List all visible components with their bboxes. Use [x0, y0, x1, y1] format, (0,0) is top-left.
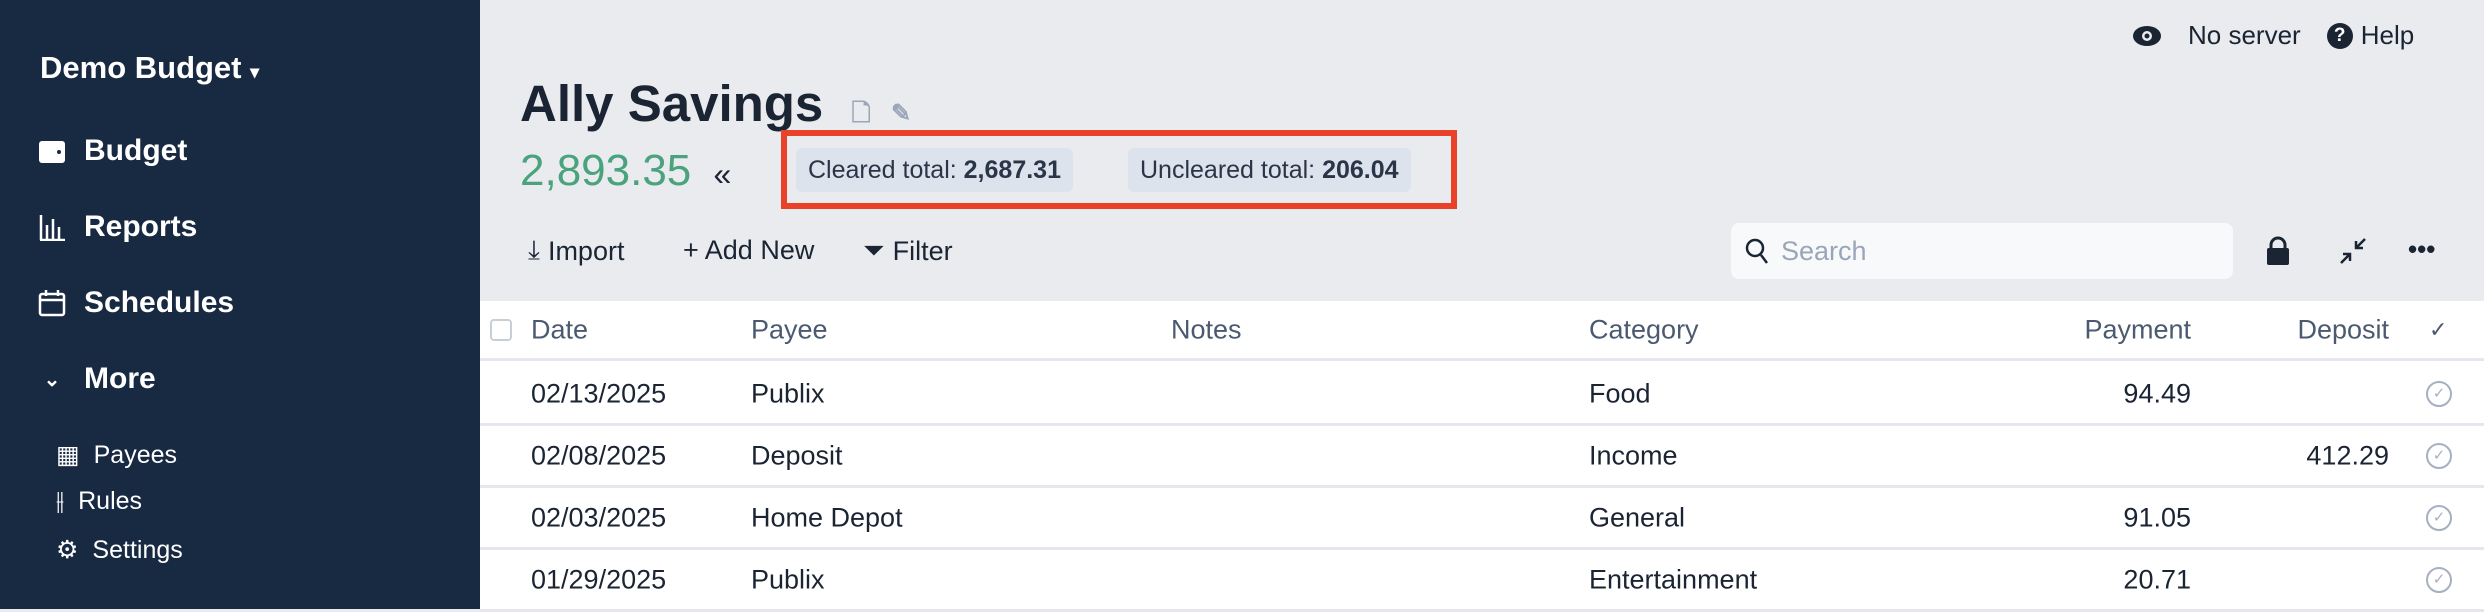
header-cleared[interactable]: ✓ [2429, 316, 2448, 342]
help-button[interactable]: ? Help [2326, 20, 2415, 51]
sidebar-item-label: Reports [84, 210, 198, 243]
collapse-icon[interactable] [2338, 236, 2368, 266]
cell-payment[interactable]: 94.49 [2123, 378, 2191, 408]
server-status[interactable]: No server [2188, 20, 2301, 50]
sidebar-item-rules[interactable]: ⫲ Rules [56, 487, 142, 516]
sidebar-item-label: Settings [92, 535, 183, 564]
wallet-icon [39, 141, 65, 163]
cell-deposit[interactable]: 412.29 [2306, 440, 2389, 470]
caret-down-icon: ▾ [250, 62, 260, 82]
sidebar-item-settings[interactable]: ⚙ Settings [56, 535, 183, 565]
main-content: No server ? Help Ally Savings 🗋 ✎ 2,893.3… [480, 0, 2484, 612]
sidebar-item-reports[interactable]: Reports [38, 210, 197, 244]
account-balance: 2,893.35 « [520, 146, 731, 196]
budget-switcher[interactable]: Demo Budget ▾ [40, 50, 259, 86]
sidebar-item-label: Schedules [84, 286, 235, 319]
import-button[interactable]: ⤓ Import [528, 235, 624, 267]
search-placeholder: Search [1781, 235, 1867, 266]
search-input[interactable]: Search [1731, 223, 2233, 279]
header-notes[interactable]: Notes [1171, 314, 1242, 344]
search-icon [1745, 238, 1768, 264]
sidebar-item-label: Payees [93, 440, 178, 469]
collapse-totals-icon[interactable]: « [713, 156, 732, 192]
gear-icon: ⚙ [56, 536, 79, 564]
add-new-label: + Add New [683, 235, 815, 265]
account-title: Ally Savings 🗋 ✎ [520, 74, 911, 137]
account-name[interactable]: Ally Savings [520, 75, 824, 132]
header-date[interactable]: Date [531, 314, 589, 344]
sliders-icon: ⫲ [56, 487, 65, 515]
sidebar-item-more[interactable]: ⌄ More [38, 362, 156, 396]
totals-highlight-box [781, 130, 1457, 209]
header-category[interactable]: Category [1589, 314, 1699, 344]
store-icon: ▦ [56, 441, 80, 469]
cleared-check-icon[interactable]: ✓ [2426, 504, 2452, 531]
sidebar-item-label: Budget [84, 134, 188, 167]
filter-icon: ⏷ [863, 235, 885, 265]
help-label: Help [2360, 20, 2415, 50]
cell-payee[interactable]: Home Depot [751, 502, 903, 532]
cell-category[interactable]: General [1589, 502, 1686, 532]
cell-date[interactable]: 02/08/2025 [531, 440, 667, 470]
more-options-icon[interactable]: ••• [2408, 234, 2436, 264]
table-row[interactable]: 02/08/2025 Deposit Income 412.29 ✓ [480, 426, 2484, 488]
header-deposit[interactable]: Deposit [2297, 314, 2389, 344]
cell-payee[interactable]: Publix [751, 378, 825, 408]
cell-payment[interactable]: 91.05 [2123, 502, 2191, 532]
sidebar: Demo Budget ▾ Budget Reports Schedules ⌄… [0, 0, 480, 609]
cell-payee[interactable]: Publix [751, 564, 825, 594]
filter-button[interactable]: ⏷ Filter [863, 235, 953, 267]
uncleared-total: Uncleared total: 206.04 [1128, 148, 1411, 192]
header-payee[interactable]: Payee [751, 314, 828, 344]
filter-label: Filter [892, 235, 953, 266]
cell-date[interactable]: 02/03/2025 [531, 502, 667, 532]
sidebar-item-label: More [84, 362, 156, 395]
cell-payee[interactable]: Deposit [751, 440, 843, 470]
table-row[interactable]: 02/03/2025 Home Depot General 91.05 ✓ [480, 488, 2484, 550]
eye-icon[interactable] [2132, 25, 2162, 47]
bar-chart-icon [39, 215, 65, 241]
sidebar-item-budget[interactable]: Budget [38, 134, 187, 168]
lock-icon[interactable] [2265, 236, 2291, 266]
cell-date[interactable]: 01/29/2025 [531, 564, 667, 594]
header-payment[interactable]: Payment [2084, 314, 2191, 344]
cell-category[interactable]: Food [1589, 378, 1651, 408]
cleared-check-icon[interactable]: ✓ [2426, 442, 2452, 469]
sidebar-item-label: Rules [78, 487, 143, 515]
table-row[interactable]: 01/29/2025 Publix Entertainment 20.71 ✓ [480, 550, 2484, 612]
add-new-button[interactable]: + Add New [683, 235, 814, 266]
cell-payment[interactable]: 20.71 [2123, 564, 2191, 594]
chevron-down-icon: ⌄ [43, 368, 61, 391]
download-icon: ⤓ [528, 235, 540, 265]
calendar-icon [38, 290, 66, 317]
sidebar-item-payees[interactable]: ▦ Payees [56, 440, 177, 470]
import-label: Import [547, 235, 625, 266]
pencil-icon[interactable]: ✎ [890, 100, 912, 127]
help-icon: ? [2326, 22, 2353, 49]
transactions-table: Date Payee Notes Category Payment Deposi… [480, 301, 2484, 612]
budget-name: Demo Budget [40, 50, 242, 85]
notes-icon[interactable]: 🗋 [851, 100, 871, 127]
cell-date[interactable]: 02/13/2025 [531, 378, 667, 408]
cell-category[interactable]: Income [1589, 440, 1678, 470]
sidebar-item-schedules[interactable]: Schedules [38, 286, 234, 320]
cleared-total: Cleared total: 2,687.31 [796, 148, 1073, 192]
cleared-check-icon[interactable]: ✓ [2426, 566, 2452, 593]
table-header: Date Payee Notes Category Payment Deposi… [480, 301, 2484, 361]
cleared-check-icon[interactable]: ✓ [2426, 380, 2452, 407]
balance-value: 2,893.35 [520, 146, 692, 195]
cell-category[interactable]: Entertainment [1589, 564, 1758, 594]
table-row[interactable]: 02/13/2025 Publix Food 94.49 ✓ [480, 364, 2484, 426]
select-all-checkbox[interactable] [490, 318, 512, 341]
